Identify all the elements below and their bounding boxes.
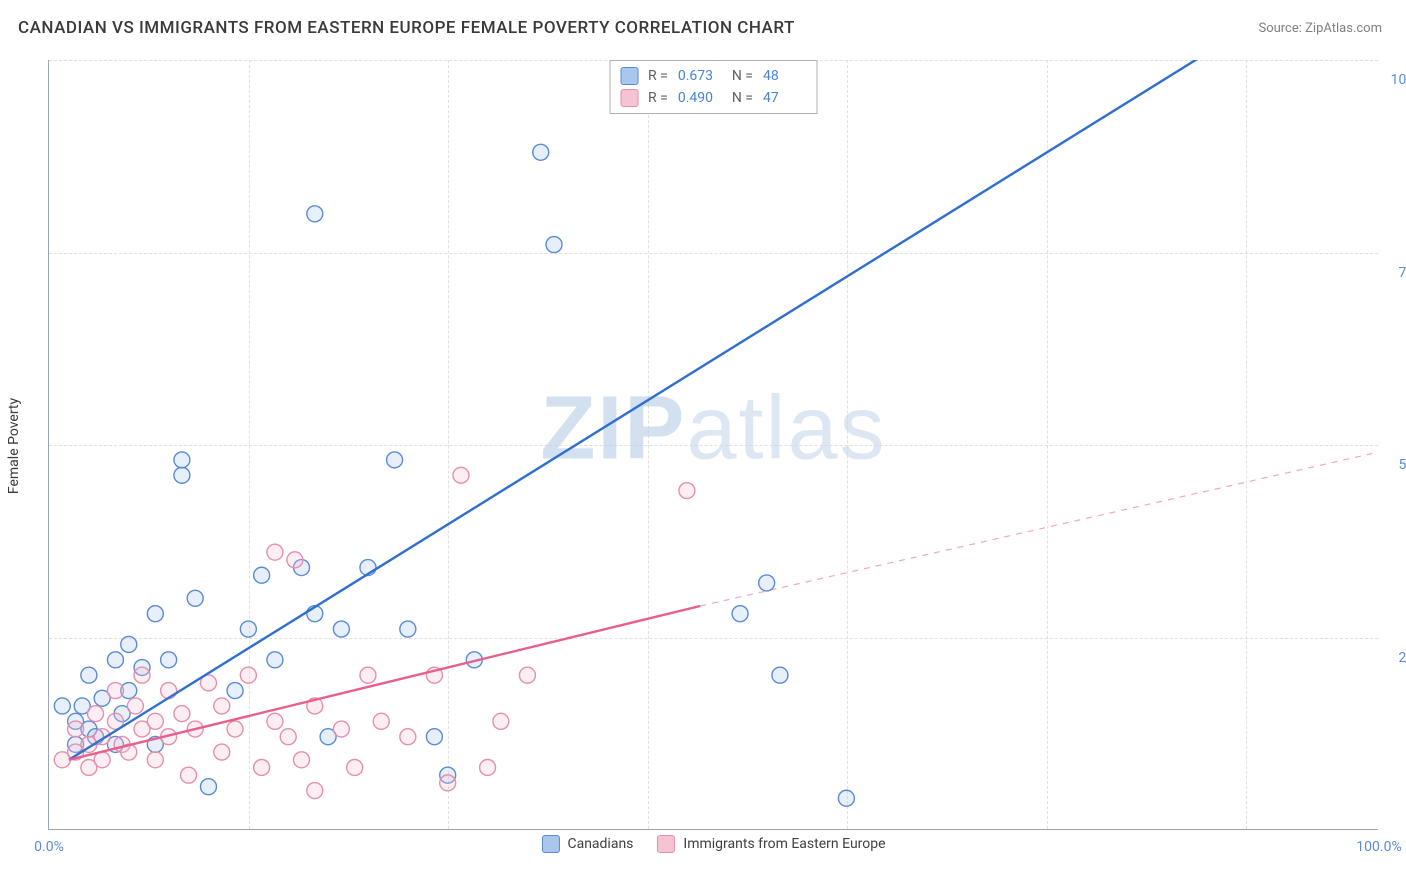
y-tick-label: 25.0% bbox=[1386, 650, 1406, 666]
stat-n-value: 48 bbox=[763, 68, 807, 84]
chart-area: ZIPatlas 25.0%50.0%75.0%100.0%0.0%100.0%… bbox=[48, 60, 1378, 830]
stat-r-label: R = bbox=[648, 68, 668, 84]
chart-title: CANADIAN VS IMMIGRANTS FROM EASTERN EURO… bbox=[18, 18, 795, 38]
source-attribution: Source: ZipAtlas.com bbox=[1258, 21, 1382, 36]
legend-swatch-icon bbox=[657, 835, 675, 853]
gridline-vertical bbox=[448, 60, 449, 829]
legend-item: Immigrants from Eastern Europe bbox=[657, 835, 885, 853]
y-tick-label: 100.0% bbox=[1386, 72, 1406, 88]
stats-legend-box: R = 0.673 N = 48 R = 0.490 N = 47 bbox=[609, 60, 818, 114]
x-tick-label: 100.0% bbox=[1356, 839, 1401, 855]
series-swatch-icon bbox=[620, 67, 638, 85]
x-tick-label: 0.0% bbox=[34, 839, 64, 855]
legend-label: Immigrants from Eastern Europe bbox=[683, 836, 885, 852]
legend-swatch-icon bbox=[541, 835, 559, 853]
gridline-vertical bbox=[648, 60, 649, 829]
series-swatch-icon bbox=[620, 89, 638, 107]
y-tick-label: 75.0% bbox=[1386, 265, 1406, 281]
stat-r-label: R = bbox=[648, 90, 668, 106]
stats-row: R = 0.490 N = 47 bbox=[620, 87, 807, 109]
stat-n-label: N = bbox=[732, 90, 753, 106]
legend-item: Canadians bbox=[541, 835, 633, 853]
gridline-vertical bbox=[1047, 60, 1048, 829]
gridline-vertical bbox=[847, 60, 848, 829]
y-tick-label: 50.0% bbox=[1386, 457, 1406, 473]
gridline-vertical bbox=[1246, 60, 1247, 829]
y-axis-label: Female Poverty bbox=[6, 398, 22, 494]
watermark: ZIPatlas bbox=[540, 378, 886, 481]
plot-region: ZIPatlas 25.0%50.0%75.0%100.0%0.0%100.0%… bbox=[48, 60, 1378, 830]
stat-n-label: N = bbox=[732, 68, 753, 84]
stat-n-value: 47 bbox=[763, 90, 807, 106]
series-legend: Canadians Immigrants from Eastern Europe bbox=[501, 831, 925, 857]
stat-r-value: 0.673 bbox=[678, 68, 722, 84]
gridline-vertical bbox=[249, 60, 250, 829]
legend-label: Canadians bbox=[567, 836, 633, 852]
stats-row: R = 0.673 N = 48 bbox=[620, 65, 807, 87]
stat-r-value: 0.490 bbox=[678, 90, 722, 106]
